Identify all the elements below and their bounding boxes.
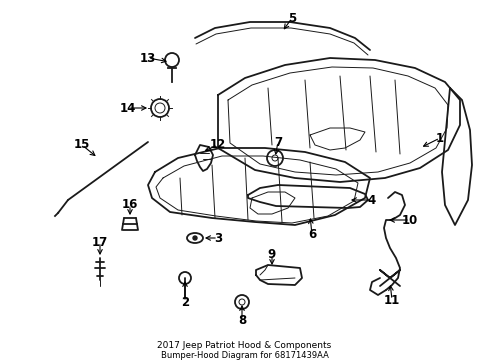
Text: 1: 1: [435, 131, 443, 144]
Text: 13: 13: [140, 51, 156, 64]
Text: 7: 7: [273, 135, 282, 148]
Text: 8: 8: [237, 314, 245, 327]
Text: 17: 17: [92, 235, 108, 248]
Text: 9: 9: [267, 248, 276, 261]
Text: 5: 5: [287, 12, 296, 24]
Text: 16: 16: [122, 198, 138, 211]
Text: 2017 Jeep Patriot Hood & Components: 2017 Jeep Patriot Hood & Components: [157, 342, 331, 351]
Text: 15: 15: [74, 139, 90, 152]
Text: 11: 11: [383, 293, 399, 306]
Text: 3: 3: [214, 231, 222, 244]
Text: Bumper-Hood Diagram for 68171439AA: Bumper-Hood Diagram for 68171439AA: [160, 351, 328, 360]
Circle shape: [193, 236, 197, 240]
Text: 4: 4: [367, 194, 375, 207]
Text: 2: 2: [181, 296, 189, 309]
Text: 14: 14: [120, 102, 136, 114]
Text: 10: 10: [401, 213, 417, 226]
Text: 6: 6: [307, 229, 315, 242]
Text: 12: 12: [209, 139, 225, 152]
